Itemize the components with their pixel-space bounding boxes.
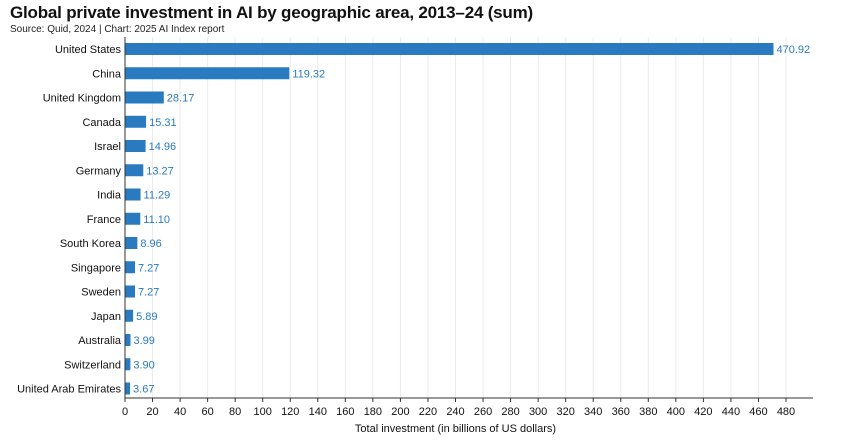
bar — [125, 382, 131, 395]
data-label: 3.99 — [133, 335, 154, 347]
data-label: 11.10 — [143, 214, 170, 226]
data-label: 7.27 — [138, 262, 159, 274]
data-label: 15.31 — [149, 117, 177, 129]
bar — [125, 212, 141, 225]
x-tick-label: 60 — [202, 406, 214, 418]
x-tick-label: 120 — [281, 406, 299, 418]
x-tick-label: 260 — [474, 406, 492, 418]
x-tick-label: 460 — [749, 406, 767, 418]
x-tick-label: 280 — [501, 406, 519, 418]
bar — [125, 309, 134, 322]
bar — [125, 237, 138, 249]
category-label: Japan — [91, 311, 121, 323]
data-label: 7.27 — [138, 287, 159, 299]
category-label: Sweden — [81, 287, 121, 299]
x-tick-label: 0 — [122, 406, 128, 418]
data-label: 14.96 — [149, 141, 177, 153]
bar — [125, 285, 136, 298]
category-label: United Kingdom — [43, 93, 121, 105]
category-label: Singapore — [71, 262, 121, 274]
bar — [125, 334, 131, 346]
bar — [125, 261, 136, 274]
grid-lines — [152, 37, 787, 398]
category-label: Israel — [94, 141, 121, 153]
category-label: Switzerland — [64, 359, 121, 371]
data-label: 119.32 — [292, 68, 325, 80]
x-tick-label: 320 — [556, 406, 574, 418]
bar — [125, 91, 164, 104]
data-label: 5.89 — [136, 311, 157, 323]
x-tick-label: 340 — [584, 406, 602, 418]
x-tick-label: 180 — [364, 406, 382, 418]
data-label: 13.27 — [146, 165, 174, 177]
data-label: 3.90 — [133, 359, 154, 371]
bars — [125, 43, 774, 395]
value-labels: 470.92 119.32 28.17 15.31 14.96 13.27 11.29 11.… — [133, 44, 810, 396]
category-label: United Arab Emirates — [17, 384, 121, 396]
data-label: 8.96 — [140, 238, 161, 250]
x-tick-label: 160 — [336, 406, 354, 418]
x-tick-label: 400 — [667, 406, 685, 418]
bar — [125, 188, 141, 201]
x-tick-label: 220 — [419, 406, 437, 418]
data-label: 470.92 — [776, 44, 810, 56]
x-axis-label: Total investment (in billions of US doll… — [355, 423, 556, 435]
x-tick-label: 240 — [446, 406, 464, 418]
x-axis-ticks: 0 20 40 60 80 100 120 140 160 180 200 220 240 260 280 3… — [122, 398, 795, 418]
category-label: South Korea — [60, 238, 122, 250]
x-tick-label: 40 — [174, 406, 186, 418]
chart-title: Global private investment in AI by geogr… — [10, 3, 533, 22]
category-label: China — [92, 68, 122, 80]
bar — [125, 164, 144, 177]
x-tick-label: 440 — [722, 406, 740, 418]
x-tick-label: 300 — [529, 406, 547, 418]
x-tick-label: 200 — [391, 406, 409, 418]
x-tick-label: 360 — [612, 406, 630, 418]
category-label: Germany — [76, 165, 122, 177]
bar — [125, 140, 146, 152]
bar — [125, 358, 131, 371]
category-label: United States — [55, 44, 122, 56]
x-tick-label: 80 — [229, 406, 241, 418]
x-tick-label: 420 — [694, 406, 712, 418]
category-label: Australia — [78, 335, 122, 347]
x-tick-label: 20 — [146, 406, 158, 418]
bar — [125, 43, 774, 55]
bar — [125, 67, 290, 80]
category-label: France — [87, 214, 121, 226]
x-tick-label: 140 — [309, 406, 327, 418]
category-label: India — [97, 190, 122, 202]
data-label: 28.17 — [167, 93, 195, 105]
bar — [125, 115, 147, 128]
data-label: 11.29 — [144, 190, 171, 202]
x-tick-label: 480 — [777, 406, 795, 418]
x-tick-label: 380 — [639, 406, 657, 418]
x-tick-label: 100 — [254, 406, 272, 418]
category-labels: United States China United Kingdom Canada Is… — [17, 44, 122, 396]
data-label: 3.67 — [133, 384, 154, 396]
chart-source: Source: Quid, 2024 | Chart: 2025 AI Inde… — [10, 24, 225, 35]
category-label: Canada — [82, 117, 121, 129]
